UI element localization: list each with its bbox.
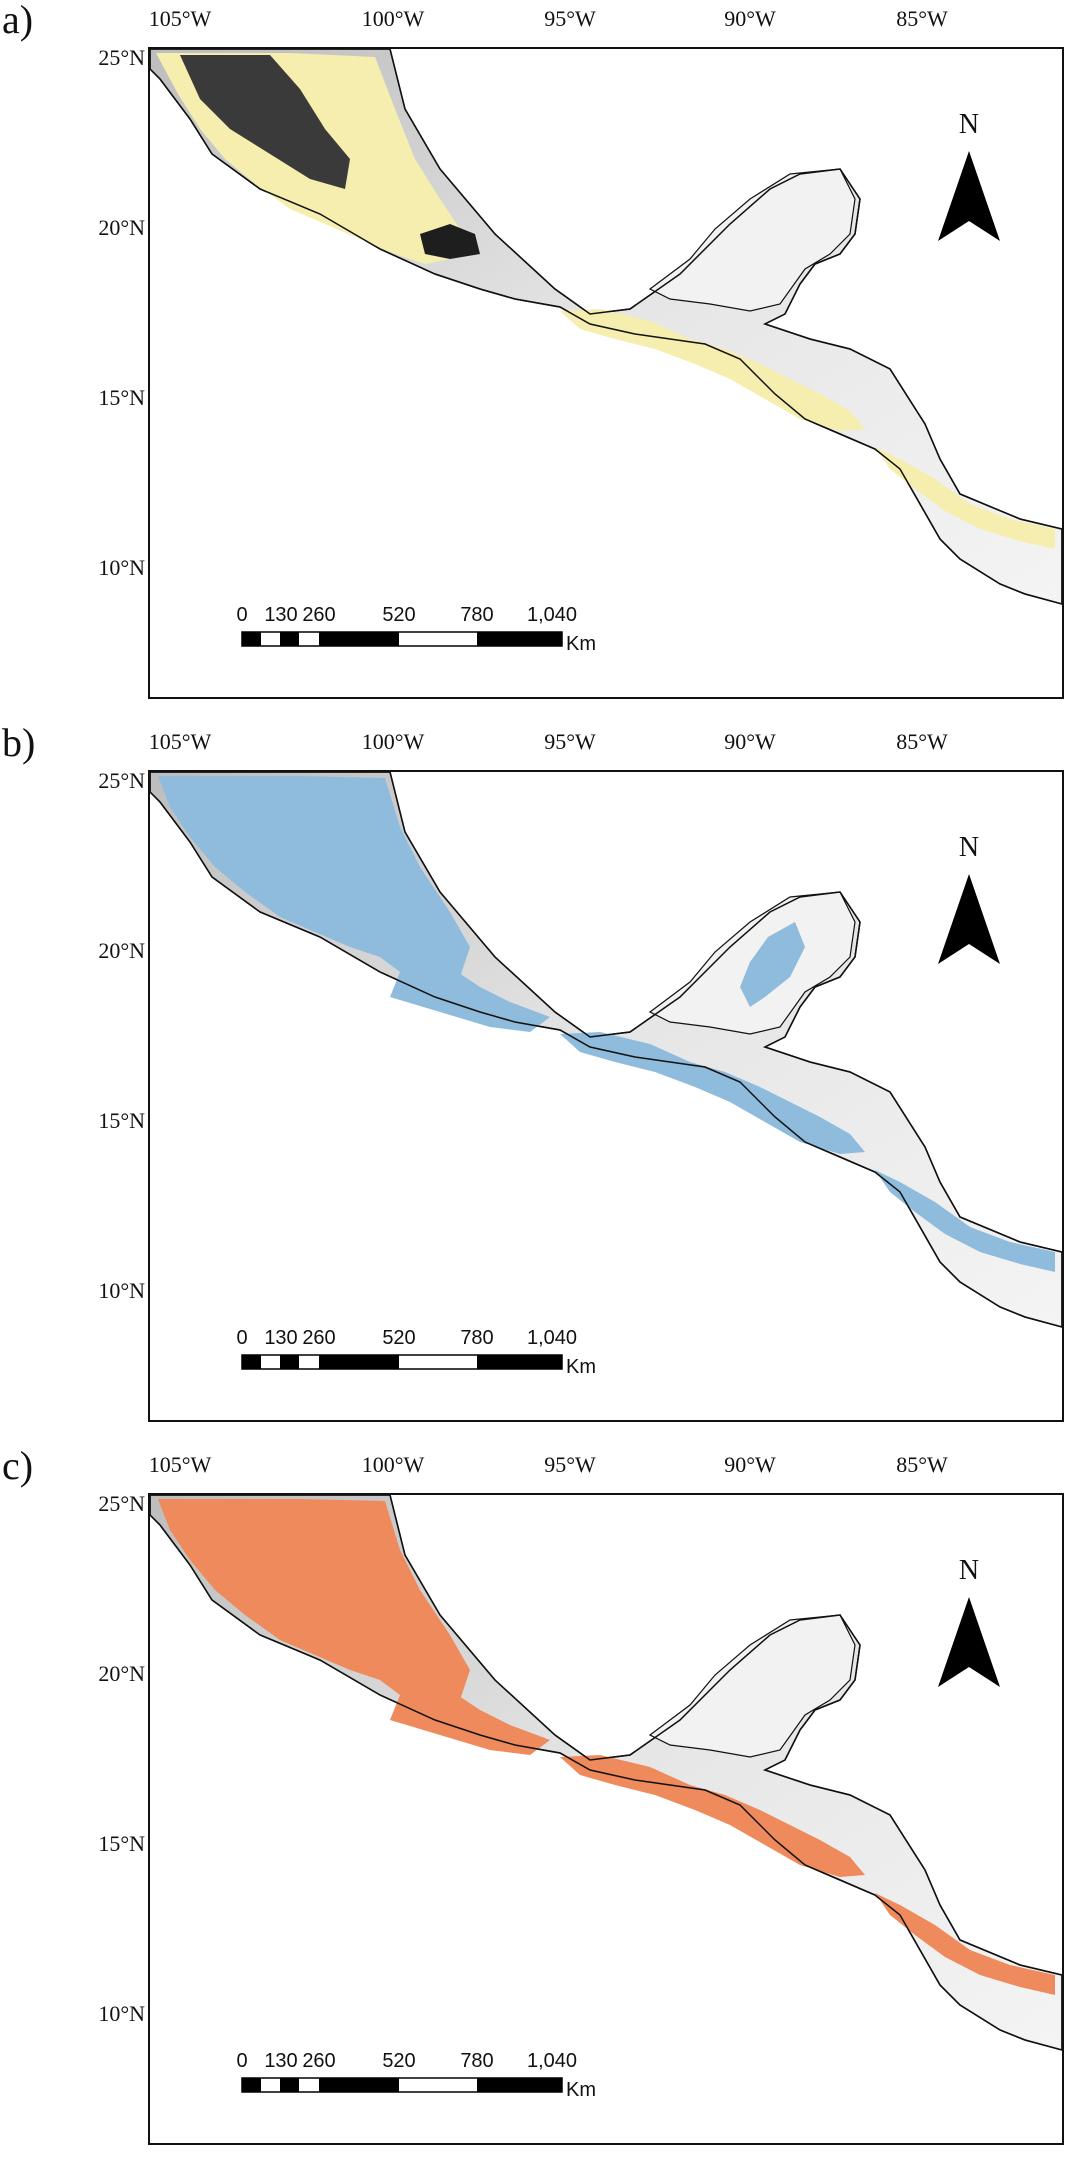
suitability-area (875, 1893, 1055, 1995)
lat-label: 10°N (98, 2001, 145, 2026)
lon-label: 100°W (361, 6, 425, 31)
lon-label: 105°W (148, 729, 212, 754)
lon-label: 85°W (896, 6, 948, 31)
north-arrow-icon (938, 874, 1000, 964)
scale-bar: 0 130 260 520 780 1,040 Km (234, 2050, 634, 2110)
lat-label: 20°N (98, 215, 145, 240)
scale-tick-label: 260 (302, 2050, 336, 2072)
north-arrow-icon (938, 1597, 1000, 1687)
lat-label: 15°N (98, 1831, 145, 1856)
north-arrow-icon (938, 151, 1000, 241)
lat-label: 10°N (98, 1278, 145, 1303)
lat-label: 25°N (98, 768, 145, 793)
map-panel-c: c) 105°W 100°W 95°W 90°W 85°W 25°N 20°N … (0, 1446, 1067, 2169)
scale-tick-label: 1,040 (526, 2050, 578, 2072)
map-canvas (150, 1495, 1062, 2051)
lon-label: 100°W (361, 729, 425, 754)
scale-bar-graphic (241, 2077, 563, 2093)
scale-tick-label: 780 (460, 1327, 494, 1349)
map-panel-b: b) 105°W 100°W 95°W 90°W 85°W 25°N 20°N … (0, 723, 1067, 1446)
lon-label: 90°W (724, 6, 776, 31)
suitability-area (740, 922, 805, 1007)
high-suitability-core (180, 55, 350, 189)
suitability-area (560, 1032, 865, 1154)
suitability-area (390, 967, 550, 1032)
scale-tick-label: 520 (382, 604, 416, 626)
suitability-area (560, 309, 865, 431)
north-arrow-label: N (958, 109, 980, 140)
lon-label: 105°W (148, 1452, 212, 1477)
lon-label: 85°W (896, 1452, 948, 1477)
suitability-area (158, 776, 470, 982)
scale-tick-label: 0 (236, 1327, 248, 1349)
scale-tick-label: 1,040 (526, 1327, 578, 1349)
panel-letter: c) (2, 1443, 34, 1488)
lat-label: 20°N (98, 938, 145, 963)
lat-label: 15°N (98, 385, 145, 410)
scale-tick-label: 0 (236, 2050, 248, 2072)
north-arrow: N (938, 109, 1000, 249)
scale-tick-label: 0 (236, 604, 248, 626)
lat-label: 15°N (98, 1108, 145, 1133)
scale-tick-label: 780 (460, 604, 494, 626)
lon-label: 100°W (361, 1452, 425, 1477)
lat-label: 20°N (98, 1661, 145, 1686)
north-arrow: N (938, 1555, 1000, 1695)
lon-label: 95°W (544, 1452, 596, 1477)
lat-label: 10°N (98, 555, 145, 580)
suitability-area (875, 1170, 1055, 1272)
scale-tick-label: 520 (382, 2050, 416, 2072)
coastline (150, 49, 1062, 605)
scale-bar-graphic (241, 631, 563, 647)
map-frame: N 0 130 260 520 780 1,040 Km (148, 1493, 1064, 2145)
scale-tick-label: 780 (460, 2050, 494, 2072)
scale-tick-label: 130 (264, 604, 298, 626)
north-arrow: N (938, 832, 1000, 972)
coastline (150, 772, 1062, 1328)
map-frame: N 0 130 260 520 780 1,040 Km (148, 770, 1064, 1422)
high-suitability-core (420, 224, 480, 259)
scale-tick-label: 1,040 (526, 604, 578, 626)
scale-unit: Km (566, 1356, 596, 1378)
scale-tick-label: 130 (264, 2050, 298, 2072)
suitability-area (560, 1755, 865, 1877)
scale-tick-label: 130 (264, 1327, 298, 1349)
scale-bar: 0 130 260 520 780 1,040 Km (234, 1327, 634, 1387)
lon-label: 85°W (896, 729, 948, 754)
map-frame: N 0 130 260 520 780 1,040 Km (148, 47, 1064, 699)
suitability-area (158, 1499, 470, 1705)
north-arrow-label: N (958, 1555, 980, 1586)
lon-label: 90°W (724, 1452, 776, 1477)
scale-tick-label: 260 (302, 604, 336, 626)
lon-label: 95°W (544, 6, 596, 31)
map-panel-a: a) 105°W 100°W 95°W 90°W 85°W 25°N 20°N … (0, 0, 1067, 723)
yucatan-peninsula (648, 168, 856, 312)
panel-letter: b) (2, 720, 36, 765)
scale-tick-label: 520 (382, 1327, 416, 1349)
yucatan-peninsula (648, 1614, 856, 1758)
scale-tick-label: 260 (302, 1327, 336, 1349)
lat-label: 25°N (98, 1491, 145, 1516)
lat-label: 25°N (98, 45, 145, 70)
lon-label: 90°W (724, 729, 776, 754)
coastline (150, 1495, 1062, 2051)
lon-label: 95°W (544, 729, 596, 754)
lon-label: 105°W (148, 6, 212, 31)
suitability-area (875, 447, 1055, 549)
north-arrow-label: N (958, 832, 980, 863)
scale-unit: Km (566, 2079, 596, 2101)
map-canvas (150, 49, 1062, 605)
scale-bar: 0 130 260 520 780 1,040 Km (234, 604, 634, 664)
scale-bar-graphic (241, 1354, 563, 1370)
suitability-area (390, 1690, 550, 1755)
map-canvas (150, 772, 1062, 1328)
panel-letter: a) (2, 0, 34, 42)
scale-unit: Km (566, 633, 596, 655)
